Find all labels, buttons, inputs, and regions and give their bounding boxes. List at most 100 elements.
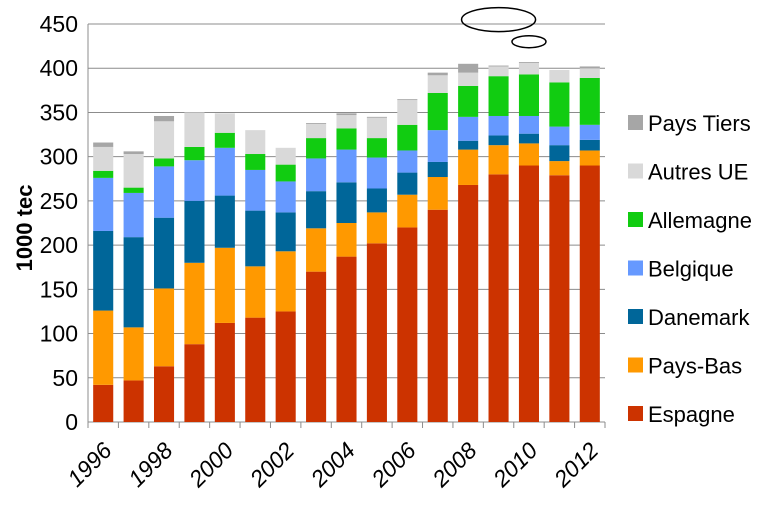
bar-segment-allemagne-2006 bbox=[397, 124, 418, 151]
bar-segment-danemark-1997 bbox=[123, 237, 144, 328]
legend-swatch bbox=[628, 115, 643, 130]
bar-segment-allemagne-2007 bbox=[427, 92, 448, 131]
bar-segment-danemark-2008 bbox=[458, 140, 479, 150]
y-tick-label: 300 bbox=[40, 144, 78, 170]
bar-segment-espagne-2005 bbox=[366, 243, 387, 422]
bar-segment-pays-bas-2001 bbox=[245, 266, 266, 318]
legend-label: Autres UE bbox=[648, 160, 748, 185]
x-tick-label: 2006 bbox=[366, 437, 421, 492]
y-tick-label: 150 bbox=[40, 276, 78, 302]
legend-swatch bbox=[628, 406, 643, 421]
bar-segment-danemark-2012 bbox=[579, 139, 600, 151]
bar-segment-danemark-2010 bbox=[518, 133, 540, 144]
bar-segment-pays-bas-2000 bbox=[214, 247, 235, 323]
bar-segment-pays-bas-2002 bbox=[275, 251, 296, 312]
bar-segment-autres-ue-2006 bbox=[397, 100, 418, 125]
bar-segment-pays-bas-2010 bbox=[518, 143, 540, 166]
bar-segment-allemagne-2002 bbox=[275, 164, 296, 182]
bar-segment-pays-tiers-1997 bbox=[123, 151, 144, 155]
bar-segment-pays-bas-2008 bbox=[458, 149, 479, 185]
legend-item-pays-bas: Pays-Bas bbox=[628, 354, 742, 379]
bar-segment-espagne-1998 bbox=[153, 366, 175, 422]
bar-segment-pays-bas-2003 bbox=[306, 228, 327, 272]
legend-swatch bbox=[628, 212, 643, 227]
x-tick-labels: 1996 1998 2000 2002 2004 2006 2008 2010 2012 bbox=[62, 437, 603, 492]
bar-segment-pays-bas-1998 bbox=[153, 288, 175, 367]
bar-segment-belgique-1998 bbox=[153, 166, 175, 218]
x-tick-label: 1998 bbox=[123, 437, 178, 492]
legend-item-pays-tiers: Pays Tiers bbox=[628, 111, 751, 136]
bar-segment-autres-ue-2010 bbox=[518, 62, 540, 75]
bar-segment-espagne-1999 bbox=[184, 344, 205, 422]
bar-segment-autres-ue-2012 bbox=[579, 68, 600, 78]
bar-segment-belgique-2006 bbox=[397, 150, 418, 173]
bar-segment-espagne-2011 bbox=[549, 175, 570, 422]
bar-segment-pays-bas-1999 bbox=[184, 262, 205, 345]
bar-segment-espagne-2010 bbox=[518, 165, 540, 422]
bar-segment-allemagne-2000 bbox=[214, 132, 235, 148]
bar-segment-pays-tiers-2010 bbox=[518, 62, 540, 63]
bar-segment-autres-ue-1997 bbox=[123, 154, 144, 188]
bar-segment-autres-ue-1999 bbox=[184, 112, 205, 147]
bar-segment-espagne-2008 bbox=[458, 184, 479, 422]
y-tick-label: 400 bbox=[40, 55, 78, 81]
y-tick-labels: 0 50 100 150 200 250 300 350 400 450 bbox=[40, 11, 78, 435]
bar-segment-autres-ue-2009 bbox=[488, 66, 509, 77]
bar-segment-autres-ue-2011 bbox=[549, 69, 570, 83]
bar-segment-pays-tiers-1996 bbox=[93, 142, 114, 147]
bar-segment-pays-bas-2005 bbox=[366, 212, 387, 244]
bar-segment-pays-bas-1996 bbox=[93, 310, 114, 385]
x-tick-label: 2002 bbox=[244, 437, 299, 492]
annotation-ellipse bbox=[511, 34, 547, 49]
x-tick-label: 1996 bbox=[62, 437, 117, 492]
bar-segment-autres-ue-1996 bbox=[93, 146, 114, 171]
bar-segment-pays-bas-2009 bbox=[488, 145, 509, 175]
bar-segment-belgique-2001 bbox=[245, 169, 266, 211]
bar-segment-autres-ue-1998 bbox=[153, 121, 175, 159]
bar-segment-autres-ue-2002 bbox=[275, 147, 296, 165]
bar-segment-espagne-1996 bbox=[93, 384, 114, 422]
bar-segment-belgique-2002 bbox=[275, 181, 296, 213]
bar-segment-danemark-2007 bbox=[427, 161, 448, 178]
bar-segment-allemagne-2012 bbox=[579, 77, 600, 125]
bar-segment-belgique-2000 bbox=[214, 147, 235, 196]
bar-segment-pays-tiers-2004 bbox=[336, 113, 357, 116]
legend-swatch bbox=[628, 309, 643, 324]
bar-segment-allemagne-1996 bbox=[93, 170, 114, 178]
bar-segment-belgique-2004 bbox=[336, 149, 357, 183]
bar-segment-espagne-2009 bbox=[488, 174, 509, 422]
bar-segment-allemagne-2004 bbox=[336, 128, 357, 150]
legend-label: Espagne bbox=[648, 402, 735, 427]
bar-segment-pays-tiers-2006 bbox=[397, 99, 418, 101]
bar-segment-autres-ue-2005 bbox=[366, 117, 387, 139]
bar-segment-espagne-2000 bbox=[214, 322, 235, 422]
legend-label: Pays Tiers bbox=[648, 111, 751, 136]
x-tick-label: 2012 bbox=[548, 437, 603, 492]
bar-segment-danemark-1996 bbox=[93, 230, 114, 311]
bar-segment-pays-bas-2006 bbox=[397, 194, 418, 228]
bar-segment-pays-tiers-2003 bbox=[306, 123, 327, 124]
legend-swatch bbox=[628, 357, 643, 373]
bar-segment-autres-ue-2007 bbox=[427, 75, 448, 93]
bar-segment-pays-bas-2011 bbox=[549, 161, 570, 176]
bar-segment-espagne-2003 bbox=[306, 271, 327, 422]
bar-segment-espagne-2012 bbox=[579, 165, 600, 422]
bar-segment-allemagne-2003 bbox=[306, 138, 327, 159]
bar-segment-espagne-2004 bbox=[336, 256, 357, 422]
bar-segment-allemagne-1999 bbox=[184, 146, 205, 161]
bar-segment-pays-tiers-2009 bbox=[488, 65, 509, 67]
y-tick-label: 350 bbox=[40, 99, 78, 125]
bar-segment-belgique-1996 bbox=[93, 177, 114, 231]
y-axis-label: 1000 tec bbox=[12, 185, 37, 272]
legend-item-autres-ue: Autres UE bbox=[628, 160, 748, 185]
bar-segment-allemagne-1997 bbox=[123, 187, 144, 193]
legend-item-belgique: Belgique bbox=[628, 257, 734, 282]
bar-segment-autres-ue-2004 bbox=[336, 115, 357, 129]
bar-segment-pays-tiers-2012 bbox=[579, 66, 600, 69]
legend-label: Belgique bbox=[648, 257, 734, 282]
y-tick-label: 100 bbox=[40, 321, 78, 347]
bar-segment-belgique-2012 bbox=[579, 124, 600, 140]
legend-item-espagne: Espagne bbox=[628, 402, 735, 427]
bar-segment-danemark-2005 bbox=[366, 188, 387, 213]
